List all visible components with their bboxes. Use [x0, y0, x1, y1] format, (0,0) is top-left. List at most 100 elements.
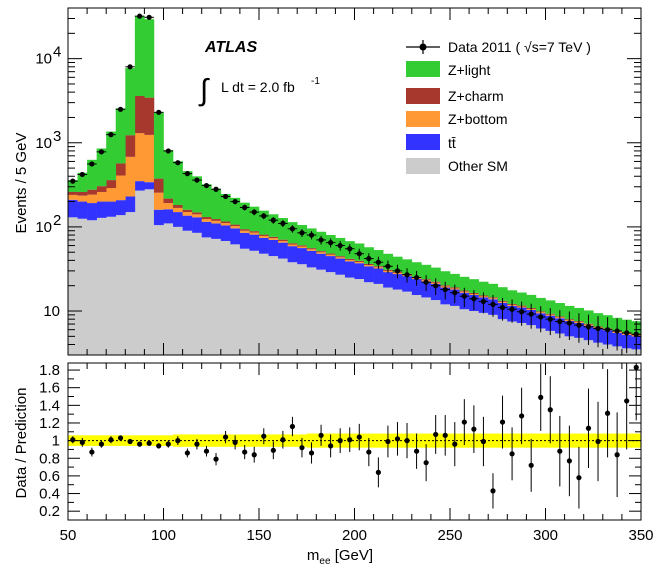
bar-other-sm [421, 297, 432, 355]
x-tick-label: 300 [533, 527, 558, 544]
bar-other-sm [354, 279, 365, 355]
bar-other-sm [249, 250, 260, 355]
ratio-point [156, 443, 162, 449]
bar-z-charm [163, 198, 174, 204]
uncertainty-band-bin [421, 433, 432, 448]
bar-z-charm [192, 212, 202, 215]
ratio-point [184, 450, 190, 456]
bar-other-sm [278, 258, 288, 355]
x-axis-title-unit: [GeV] [331, 547, 374, 564]
uncertainty-band-bin [373, 433, 384, 448]
x-tick-label: 350 [628, 527, 653, 544]
bar-z-charm [211, 219, 222, 221]
data-point [213, 186, 219, 192]
bar-z-bottom [182, 212, 193, 216]
ratio-point [337, 438, 343, 444]
ratio-point [614, 452, 620, 458]
ratio-point [538, 394, 544, 400]
bar-other-sm [364, 282, 374, 355]
legend-item-data: Data 2011 ( √s=7 TeV ) [406, 39, 591, 55]
bar-z-light [182, 171, 193, 210]
bar-z-light [411, 262, 422, 277]
bar-tt- [325, 256, 336, 273]
bar-z-charm [68, 191, 78, 195]
ratio-point [165, 441, 171, 447]
ratio-uncertainty-band [68, 433, 641, 448]
bar-other-sm [612, 346, 623, 355]
data-point [404, 272, 410, 278]
bar-z-bottom [297, 246, 308, 249]
bar-z-bottom [287, 244, 298, 247]
ratio-point [127, 438, 133, 445]
bar-other-sm [325, 272, 336, 355]
data-point [595, 325, 601, 332]
data-point [480, 298, 487, 305]
bar-z-bottom [278, 240, 288, 243]
bar-tt- [354, 263, 365, 280]
ratio-point [242, 449, 248, 455]
ratio-point [108, 437, 114, 443]
bar-z-charm [220, 221, 231, 224]
ratio-point [499, 419, 506, 425]
bar-tt- [364, 266, 374, 283]
data-point [394, 268, 401, 274]
bar-z-light [555, 303, 565, 317]
bar-z-charm [297, 245, 308, 247]
bar-z-charm [239, 229, 250, 231]
bar-z-bottom [268, 238, 279, 240]
bar-z-light [497, 287, 508, 301]
bar-other-sm [220, 240, 231, 355]
bar-z-light [220, 194, 231, 222]
ratio-point [318, 432, 324, 438]
ratio-point [117, 435, 124, 441]
bar-other-sm [87, 220, 97, 355]
bar-tt- [153, 209, 164, 226]
bar-tt- [144, 182, 155, 190]
y-tick-label-top: 10 [43, 303, 60, 320]
data-point [433, 283, 439, 289]
bar-z-light [77, 172, 88, 192]
bar-other-sm [192, 232, 202, 355]
bar-z-charm [106, 180, 117, 188]
ratio-point [394, 436, 401, 442]
bar-other-sm [430, 300, 441, 355]
ratio-point [509, 451, 515, 457]
ratio-point [261, 433, 267, 439]
bar-z-light [526, 294, 537, 309]
bar-z-charm [201, 217, 212, 220]
bar-other-sm [526, 325, 537, 355]
data-point [366, 255, 372, 262]
bar-z-charm [287, 243, 298, 245]
ratio-point [404, 438, 410, 444]
bar-other-sm [469, 311, 479, 355]
y-tick-label-bottom: 1.8 [39, 362, 60, 379]
data-point [347, 246, 353, 252]
legend-label-z-bottom: Z+bottom [448, 111, 508, 127]
ratio-point [328, 443, 334, 449]
bar-z-light [87, 159, 97, 190]
data-point [89, 161, 95, 167]
bar-z-charm [182, 209, 193, 213]
bar-other-sm [134, 190, 145, 355]
data-point [576, 322, 582, 328]
y-tick-exponent-top: 4 [53, 44, 61, 61]
legend-label-other-sm: Other SM [448, 158, 508, 174]
ratio-points [70, 363, 639, 509]
bar-z-light [478, 281, 489, 296]
uncertainty-band-bin [249, 434, 260, 447]
bar-other-sm [411, 295, 422, 355]
bar-other-sm [555, 333, 565, 355]
ratio-point [576, 475, 582, 481]
bar-z-charm [125, 135, 136, 157]
bar-tt- [259, 237, 269, 254]
x-axis-title-main: m [307, 547, 320, 564]
x-tick-label: 100 [151, 527, 176, 544]
bar-z-bottom [230, 226, 241, 229]
data-point [98, 149, 105, 155]
data-point [308, 232, 315, 238]
bar-other-sm [163, 223, 174, 355]
bar-other-sm [459, 309, 470, 355]
bar-z-charm [259, 234, 269, 236]
bar-z-light [192, 176, 202, 213]
